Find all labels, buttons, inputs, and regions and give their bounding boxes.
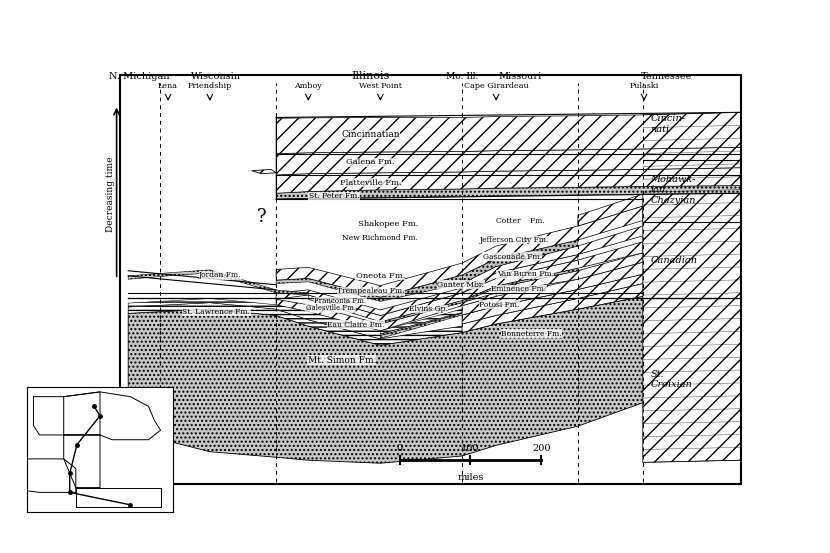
Text: ?: ? (256, 208, 266, 226)
Text: 0: 0 (397, 444, 403, 452)
Text: Shakopee Fm.: Shakopee Fm. (358, 220, 418, 228)
Text: Oneota Fm.: Oneota Fm. (356, 272, 405, 280)
Polygon shape (128, 290, 642, 345)
Text: Mo. Ill.: Mo. Ill. (447, 72, 479, 81)
Polygon shape (462, 201, 740, 293)
Text: Jordan Fm.: Jordan Fm. (199, 272, 242, 279)
Text: Missouri: Missouri (499, 72, 542, 81)
Text: miles: miles (457, 473, 484, 482)
Text: Cincinnatian: Cincinnatian (341, 130, 400, 139)
Polygon shape (128, 275, 740, 463)
Polygon shape (578, 168, 740, 226)
Polygon shape (128, 270, 308, 295)
Polygon shape (276, 293, 496, 331)
Text: St.
Croixian: St. Croixian (651, 369, 692, 389)
Polygon shape (276, 308, 462, 336)
Text: Gasconade Fm.: Gasconade Fm. (483, 253, 542, 260)
Text: West Point: West Point (359, 82, 402, 90)
Polygon shape (276, 254, 578, 315)
Text: Wisconsin: Wisconsin (192, 72, 242, 81)
Text: St. Lawrence Fm.: St. Lawrence Fm. (183, 308, 251, 316)
Polygon shape (251, 169, 276, 174)
Text: Bonneterre Fm.: Bonneterre Fm. (501, 330, 562, 338)
Polygon shape (276, 147, 740, 175)
Text: Pulaski: Pulaski (629, 82, 659, 90)
Text: 200: 200 (532, 444, 550, 452)
Text: Platteville Fm.: Platteville Fm. (340, 179, 402, 186)
Text: Amboy: Amboy (295, 82, 322, 90)
Polygon shape (462, 262, 740, 332)
Polygon shape (308, 287, 578, 338)
Text: St. Peter Fm.: St. Peter Fm. (309, 192, 359, 200)
Text: Galena Fm.: Galena Fm. (346, 158, 395, 166)
Polygon shape (276, 112, 740, 154)
Text: Van Buren Fm.: Van Buren Fm. (496, 270, 554, 278)
Text: Franconia Fm.: Franconia Fm. (315, 297, 367, 305)
Text: Eminence Fm.: Eminence Fm. (491, 285, 546, 293)
Text: Illinois: Illinois (352, 71, 390, 81)
Text: Lena: Lena (158, 82, 178, 90)
Text: Mohawk-
ian
Chazyian: Mohawk- ian Chazyian (651, 175, 696, 205)
Text: Mt. Simon Fm.: Mt. Simon Fm. (307, 356, 376, 364)
Polygon shape (276, 305, 462, 334)
Text: Tennessee: Tennessee (641, 72, 692, 81)
Text: Friendship: Friendship (188, 82, 232, 90)
Text: Potosi Fm.: Potosi Fm. (479, 301, 520, 309)
Text: Decreasing time: Decreasing time (105, 156, 115, 232)
Polygon shape (380, 268, 578, 324)
Polygon shape (276, 168, 740, 193)
Polygon shape (642, 112, 740, 462)
Text: Cape Girardeau: Cape Girardeau (464, 82, 529, 90)
Polygon shape (276, 186, 740, 199)
Text: 100: 100 (461, 444, 480, 452)
Text: Galesville Fm.: Galesville Fm. (305, 304, 356, 312)
Text: Eau Claire Fm.: Eau Claire Fm. (327, 321, 384, 329)
Polygon shape (128, 299, 380, 339)
Text: Cincin-
nati: Cincin- nati (651, 114, 686, 133)
Text: Trempealeau Fm.: Trempealeau Fm. (337, 287, 404, 295)
Text: New Richmond Fm.: New Richmond Fm. (343, 233, 418, 242)
Polygon shape (308, 242, 642, 322)
Polygon shape (496, 229, 740, 293)
Text: Gunter Mbr.: Gunter Mbr. (437, 281, 484, 289)
Text: Jefferson City Fm.: Jefferson City Fm. (480, 236, 549, 244)
Text: N. Michigan: N. Michigan (109, 72, 169, 81)
Polygon shape (276, 240, 578, 301)
Polygon shape (276, 206, 642, 297)
Polygon shape (462, 239, 740, 315)
Text: Elvins Gp.: Elvins Gp. (409, 305, 448, 313)
Polygon shape (462, 252, 740, 324)
Text: Canadian: Canadian (651, 255, 697, 264)
Text: Cotter    Fm.: Cotter Fm. (496, 217, 545, 225)
